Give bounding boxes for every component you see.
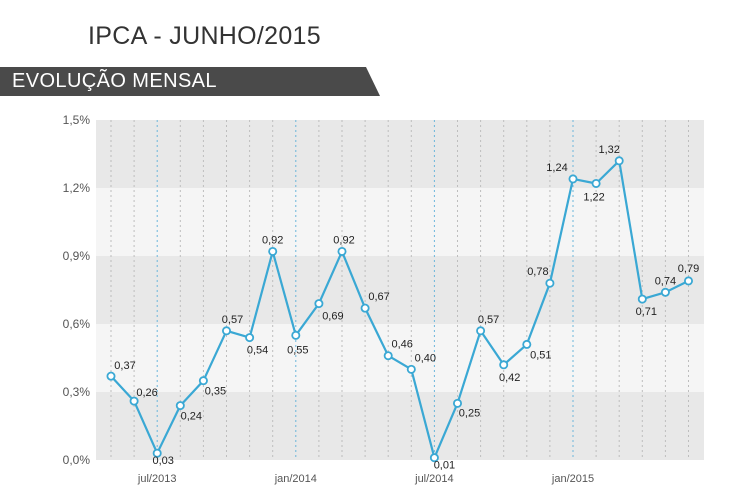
data-labels: 0,37 0,26 0,03 0,24 0,35 0,57 0,54 0,92 0,55 0,69… <box>114 144 699 472</box>
chart-title: IPCA - JUNHO/2015 <box>88 22 321 50</box>
data-label: 0,71 <box>636 306 657 318</box>
data-point <box>684 276 694 286</box>
data-point <box>522 339 532 349</box>
data-label: 0,03 <box>152 455 173 467</box>
data-point <box>591 178 601 188</box>
data-point <box>383 351 393 361</box>
data-point <box>568 174 578 184</box>
data-label: 0,92 <box>333 234 354 246</box>
data-point <box>614 156 624 166</box>
background-bands <box>96 120 704 460</box>
data-label: 0,51 <box>530 349 551 361</box>
data-label: 0,26 <box>136 387 157 399</box>
x-tick-label: jul/2014 <box>414 473 454 485</box>
data-point <box>314 299 324 309</box>
data-label: 0,25 <box>459 407 480 419</box>
data-point <box>245 333 255 343</box>
data-label: 0,54 <box>247 345 268 357</box>
y-tick-label: 0,9% <box>63 249 91 263</box>
data-point <box>452 398 462 408</box>
x-tick-label: jan/2015 <box>551 473 594 485</box>
section-banner-label: EVOLUÇÃO MENSAL <box>12 70 217 92</box>
data-point <box>637 294 647 304</box>
data-point <box>291 330 301 340</box>
data-label: 0,40 <box>415 352 436 364</box>
data-label: 0,01 <box>434 460 455 472</box>
x-tick-label: jul/2013 <box>137 473 177 485</box>
data-point <box>221 326 231 336</box>
data-label: 0,55 <box>287 344 308 356</box>
band-2 <box>96 256 704 324</box>
y-tick-label: 1,5% <box>63 113 91 127</box>
data-point <box>129 396 139 406</box>
y-tick-label: 0,6% <box>63 317 91 331</box>
data-label: 0,69 <box>322 311 343 323</box>
data-point <box>360 303 370 313</box>
data-label: 0,46 <box>391 339 412 351</box>
data-label: 0,92 <box>262 234 283 246</box>
band-1 <box>96 324 704 392</box>
data-label: 0,79 <box>678 263 699 275</box>
data-label: 1,24 <box>546 162 567 174</box>
data-point <box>268 246 278 256</box>
x-tick-label: jan/2014 <box>274 473 317 485</box>
data-label: 0,57 <box>478 314 499 326</box>
data-points <box>106 156 694 463</box>
data-label: 1,22 <box>583 191 604 203</box>
y-axis-ticks: 0,0% 0,3% 0,6% 0,9% 1,2% 1,5% <box>63 113 91 467</box>
data-point <box>499 360 509 370</box>
data-label: 1,32 <box>598 144 619 156</box>
data-label: 0,67 <box>368 291 389 303</box>
data-point <box>660 287 670 297</box>
data-point <box>152 448 162 458</box>
data-point <box>337 246 347 256</box>
data-label: 0,35 <box>205 386 226 398</box>
section-banner <box>0 67 380 96</box>
data-point <box>476 326 486 336</box>
data-point <box>106 371 116 381</box>
data-point <box>406 364 416 374</box>
data-label: 0,42 <box>499 372 520 384</box>
y-tick-label: 0,3% <box>63 385 91 399</box>
data-label: 0,74 <box>655 275 676 287</box>
data-label: 0,78 <box>527 266 548 278</box>
band-3 <box>96 188 704 256</box>
data-point <box>545 278 555 288</box>
data-label: 0,24 <box>181 411 202 423</box>
data-label: 0,37 <box>114 360 135 372</box>
data-point <box>198 376 208 386</box>
data-point <box>429 453 439 463</box>
x-axis-ticks: jul/2013 jan/2014 jul/2014 jan/2015 <box>137 473 594 485</box>
data-label: 0,57 <box>222 314 243 326</box>
band-0 <box>96 392 704 460</box>
data-point <box>175 401 185 411</box>
y-tick-label: 1,2% <box>63 181 91 195</box>
y-tick-label: 0,0% <box>63 453 91 467</box>
